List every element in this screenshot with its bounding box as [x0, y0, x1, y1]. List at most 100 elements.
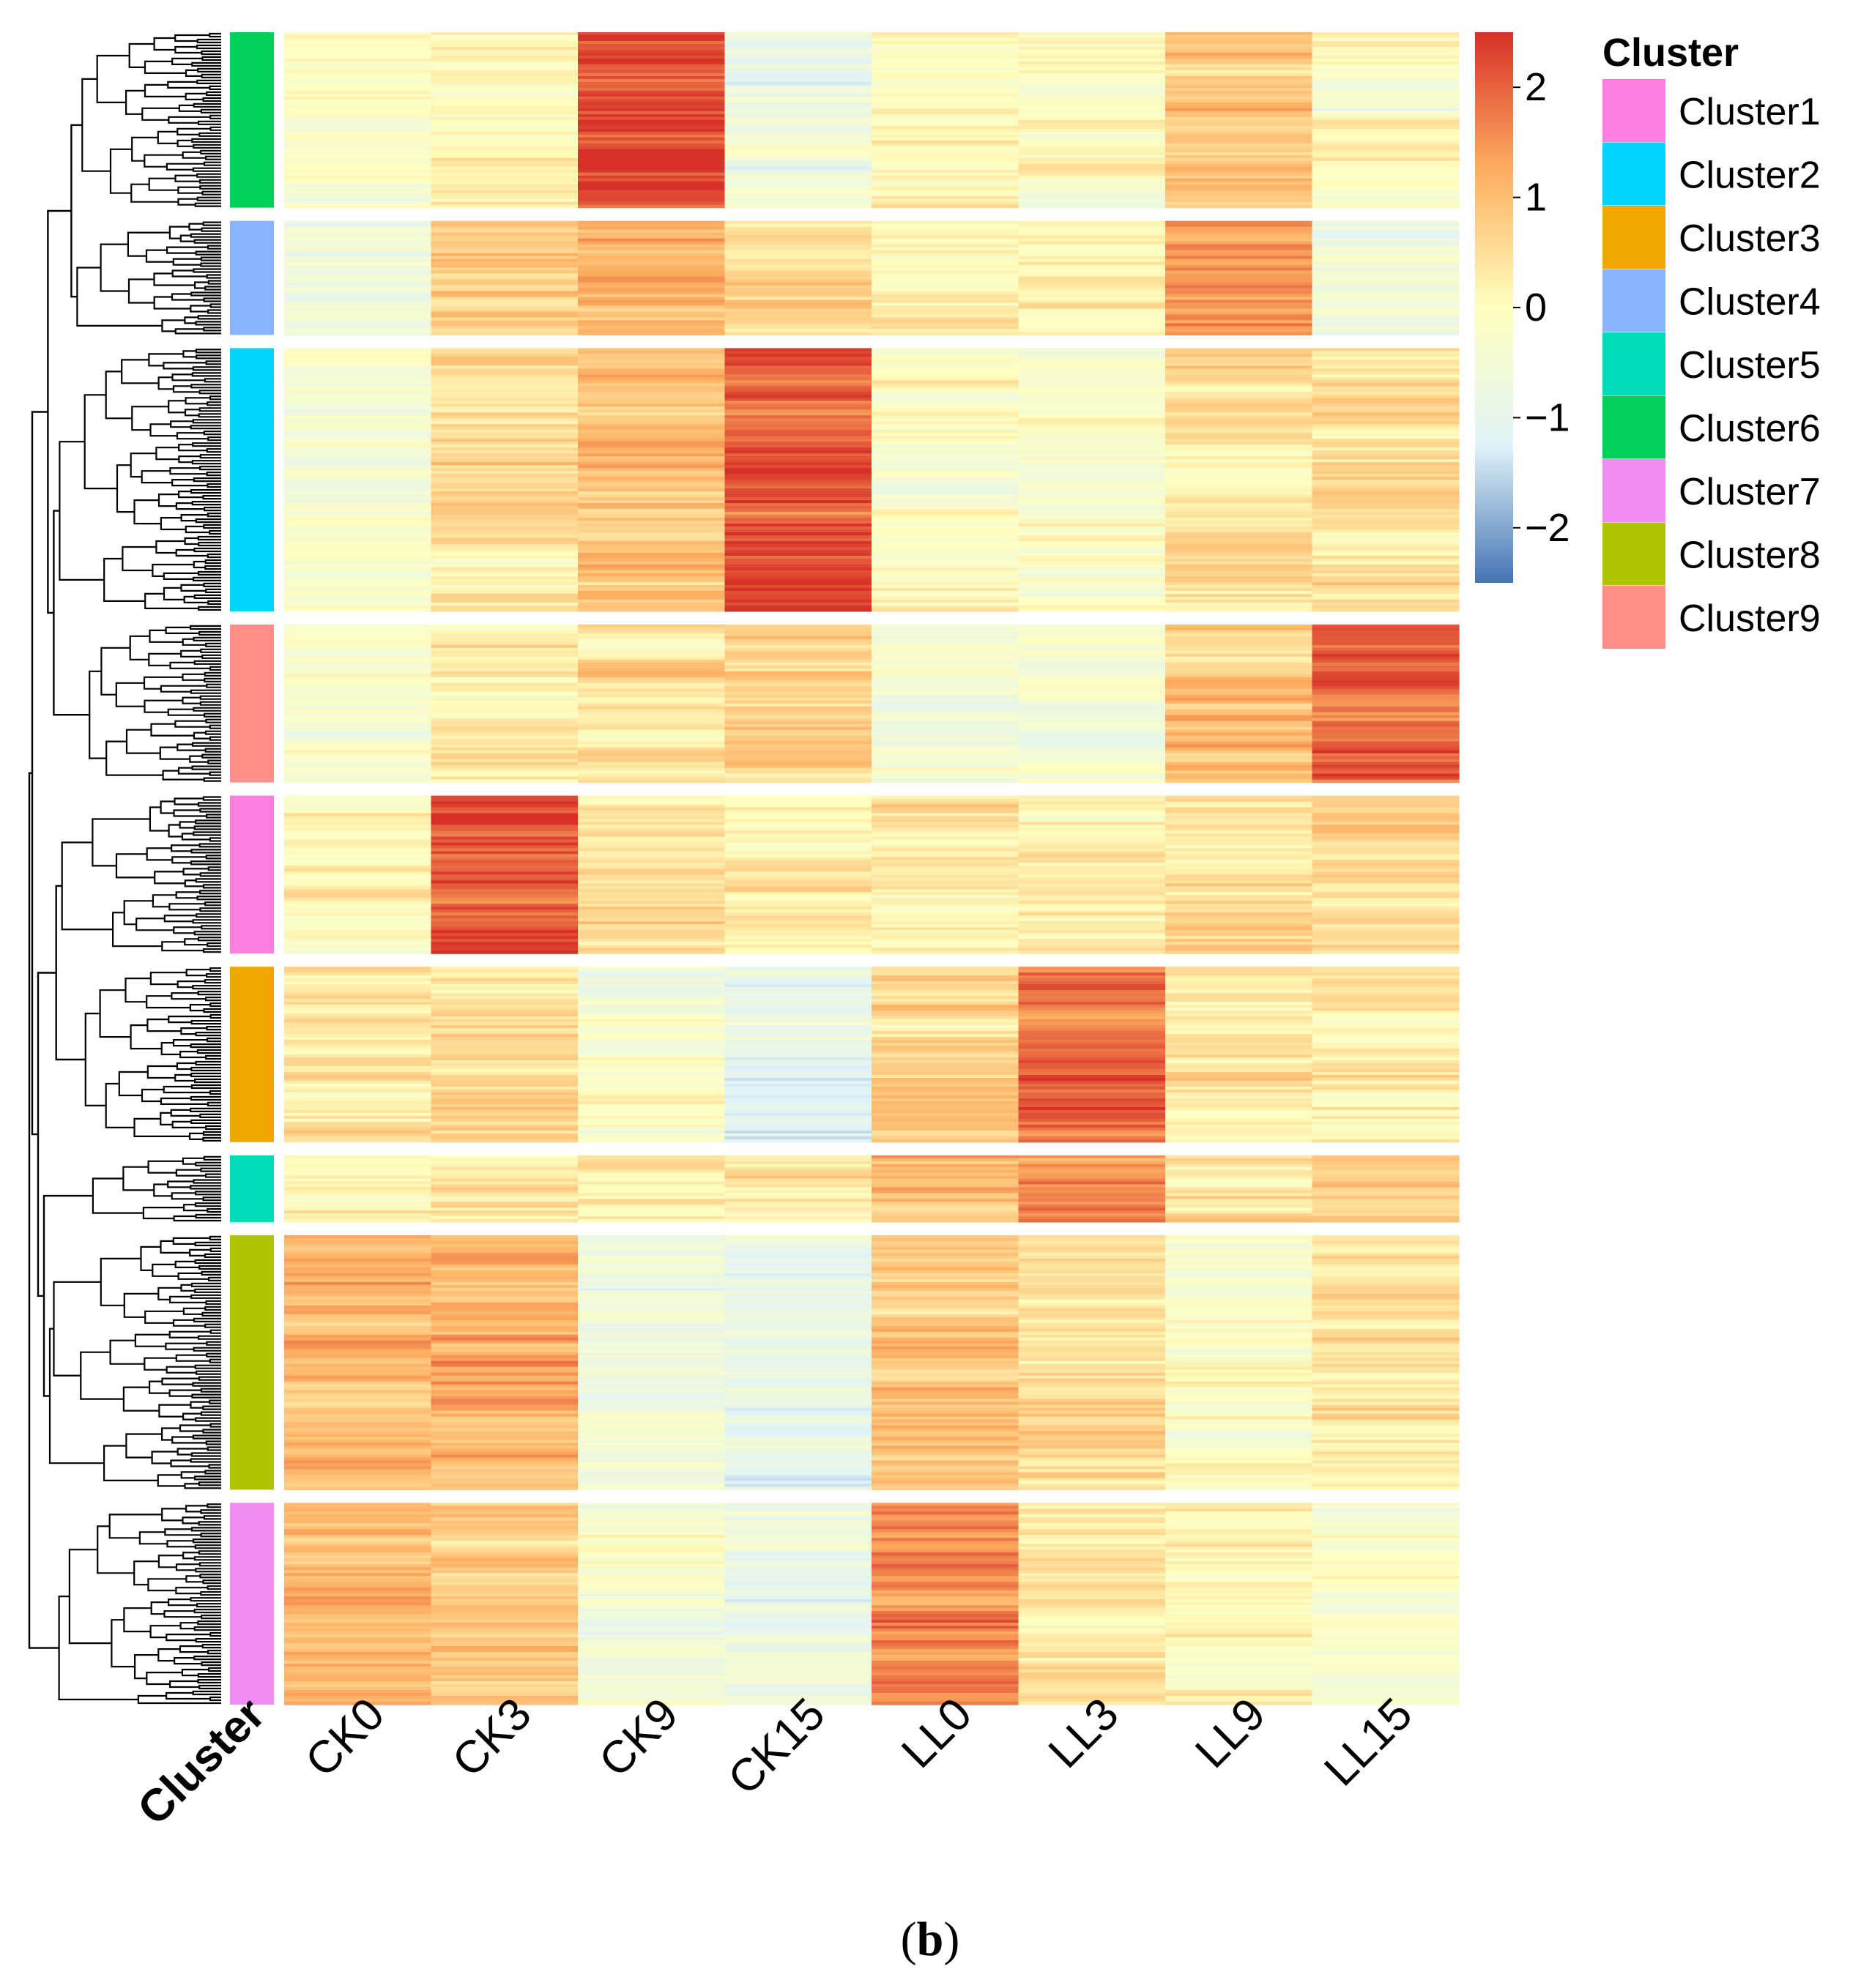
heatmap-cell: [1165, 40, 1313, 45]
heatmap-cell: [1165, 608, 1313, 612]
heatmap-cell: [872, 1028, 1019, 1032]
heatmap-cell: [1312, 288, 1460, 292]
heatmap-cell: [872, 561, 1019, 565]
heatmap-cell: [431, 447, 579, 451]
heatmap-cell: [1165, 468, 1313, 472]
heatmap-cell: [284, 453, 432, 457]
heatmap-cell: [1165, 871, 1313, 875]
heatmap-cell: [431, 581, 579, 586]
legend-swatch-cluster8: [1602, 522, 1665, 586]
heatmap-cell: [724, 362, 872, 366]
heatmap-cell: [1312, 883, 1460, 887]
heatmap-cell: [872, 1193, 1019, 1196]
heatmap-cell: [284, 436, 432, 439]
heatmap-cell: [872, 368, 1019, 372]
heatmap-cell: [431, 1463, 579, 1467]
heatmap-cell: [284, 650, 432, 655]
heatmap-cell: [1165, 581, 1313, 586]
heatmap-cell: [578, 842, 726, 846]
heatmap-cell: [724, 477, 872, 480]
heatmap-cell: [724, 1216, 872, 1220]
heatmap-cell: [1312, 421, 1460, 425]
heatmap-cell: [1018, 152, 1166, 156]
dendrogram-link: [192, 1690, 221, 1696]
heatmap-cell: [872, 624, 1019, 628]
heatmap-cell: [431, 270, 579, 275]
heatmap-cell: [1312, 424, 1460, 428]
dendrogram-link: [170, 420, 193, 428]
heatmap-cell: [1018, 181, 1166, 185]
heatmap-cell: [1018, 680, 1166, 684]
heatmap-cell: [578, 357, 726, 360]
heatmap-cell: [284, 128, 432, 133]
heatmap-cell: [284, 34, 432, 39]
heatmap-cell: [284, 84, 432, 89]
heatmap-cell: [872, 1667, 1019, 1670]
heatmap-cell: [1312, 599, 1460, 603]
heatmap-cell: [431, 996, 579, 999]
dendrogram-link: [177, 186, 203, 194]
heatmap-cell: [872, 1419, 1019, 1423]
heatmap-cell: [1312, 1626, 1460, 1629]
dendrogram-link: [195, 1161, 221, 1166]
heatmap-cell: [1018, 1672, 1166, 1676]
heatmap-cell: [724, 450, 872, 454]
heatmap-cell: [431, 102, 579, 106]
dendrogram-link: [206, 973, 221, 978]
heatmap-cell: [872, 442, 1019, 445]
dendrogram-link: [199, 890, 221, 895]
heatmap-cell: [1312, 1505, 1460, 1509]
heatmap-cell: [578, 1620, 726, 1623]
heatmap-cell: [1018, 447, 1166, 451]
heatmap-cell: [1165, 198, 1313, 203]
dendrogram-link: [197, 991, 221, 996]
heatmap-cell: [284, 532, 432, 536]
heatmap-cell: [1018, 587, 1166, 592]
heatmap-cell: [1312, 1699, 1460, 1702]
heatmap-cell: [872, 656, 1019, 660]
dendrogram-link: [191, 138, 221, 143]
heatmap-cell: [284, 256, 432, 260]
heatmap-cell: [724, 886, 872, 890]
heatmap-cell: [578, 1387, 726, 1391]
heatmap-cell: [724, 827, 872, 832]
heatmap-cell: [431, 474, 579, 477]
heatmap-cell: [578, 1346, 726, 1350]
heatmap-cell: [1312, 1576, 1460, 1579]
heatmap-cell: [431, 1399, 579, 1403]
heatmap-cell: [1018, 1178, 1166, 1183]
heatmap-cell: [1312, 999, 1460, 1002]
heatmap-cell: [284, 680, 432, 684]
heatmap-cell: [578, 140, 726, 144]
heatmap-cell: [431, 987, 579, 991]
heatmap-cell: [431, 163, 579, 168]
dendrogram-link: [190, 1107, 221, 1112]
heatmap-cell: [1018, 160, 1166, 165]
heatmap-cell: [284, 311, 432, 316]
heatmap-cell: [1018, 576, 1166, 580]
heatmap-cell: [724, 226, 872, 231]
heatmap-cell: [431, 1434, 579, 1438]
heatmap-cell: [1165, 374, 1313, 378]
heatmap-cell: [431, 1363, 579, 1368]
heatmap-cell: [724, 40, 872, 45]
heatmap-cell: [724, 459, 872, 463]
heatmap-cell: [1165, 848, 1313, 852]
heatmap-cell: [431, 570, 579, 574]
heatmap-cell: [578, 578, 726, 583]
heatmap-cell: [284, 1532, 432, 1535]
heatmap-cell: [578, 694, 726, 699]
heatmap-cell: [1018, 1080, 1166, 1084]
heatmap-cell: [578, 1699, 726, 1702]
heatmap-cell: [872, 155, 1019, 159]
heatmap-cell: [1165, 70, 1313, 74]
heatmap-cell: [724, 729, 872, 734]
heatmap-cell: [724, 442, 872, 445]
heatmap-cell: [724, 279, 872, 283]
heatmap-cell: [578, 1343, 726, 1347]
heatmap-cell: [872, 972, 1019, 976]
heatmap-cell: [724, 1454, 872, 1459]
heatmap-cell: [284, 813, 432, 817]
heatmap-cell: [1018, 644, 1166, 649]
heatmap-cell: [1018, 526, 1166, 530]
